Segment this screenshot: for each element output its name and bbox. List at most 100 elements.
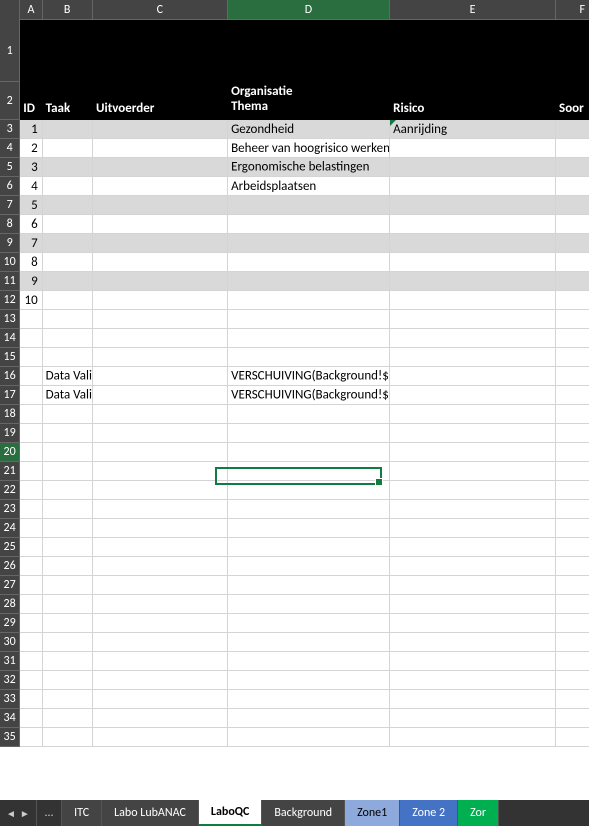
cell-F19[interactable] (556, 424, 589, 443)
cell-B17[interactable]: Data Validation column E (43, 386, 93, 405)
cell-B24[interactable] (43, 519, 93, 538)
cell-C1[interactable] (93, 20, 228, 82)
cell-A7[interactable]: 5 (20, 196, 42, 215)
cell-D7[interactable] (228, 196, 390, 215)
col-header-A[interactable]: A (20, 0, 42, 19)
cell-C20[interactable] (93, 443, 228, 462)
cell-A19[interactable] (20, 424, 42, 443)
cell-F30[interactable] (556, 633, 589, 652)
cell-E33[interactable] (390, 690, 556, 709)
col-header-E[interactable]: E (390, 0, 556, 19)
cell-B22[interactable] (43, 481, 93, 500)
cell-C12[interactable] (93, 291, 228, 310)
cell-D6[interactable]: Arbeidsplaatsen (228, 177, 390, 196)
cell-E2[interactable]: Risico (390, 82, 556, 120)
cell-E6[interactable] (390, 177, 556, 196)
row-header-21[interactable]: 21 (0, 462, 20, 481)
cell-A13[interactable] (20, 310, 42, 329)
cell-B33[interactable] (43, 690, 93, 709)
cell-D15[interactable] (228, 348, 390, 367)
cell-F13[interactable] (556, 310, 589, 329)
cell-E16[interactable] (390, 367, 556, 386)
cell-A30[interactable] (20, 633, 42, 652)
row-header-8[interactable]: 8 (0, 215, 20, 234)
cell-F4[interactable] (556, 139, 589, 158)
cell-F24[interactable] (556, 519, 589, 538)
cell-E5[interactable] (390, 158, 556, 177)
cell-E8[interactable] (390, 215, 556, 234)
cell-C14[interactable] (93, 329, 228, 348)
cell-D25[interactable] (228, 538, 390, 557)
cell-B10[interactable] (43, 253, 93, 272)
cell-F6[interactable] (556, 177, 589, 196)
cell-A6[interactable]: 4 (20, 177, 42, 196)
cell-F23[interactable] (556, 500, 589, 519)
cell-F21[interactable] (556, 462, 589, 481)
cell-F20[interactable] (556, 443, 589, 462)
sheet-tab-Labo-LubANAC[interactable]: Labo LubANAC (102, 800, 199, 826)
cell-E21[interactable] (390, 462, 556, 481)
row-header-16[interactable]: 16 (0, 367, 20, 386)
cell-C25[interactable] (93, 538, 228, 557)
cell-C33[interactable] (93, 690, 228, 709)
cell-D4[interactable]: Beheer van hoogrisico werken (228, 139, 390, 158)
cell-A32[interactable] (20, 671, 42, 690)
cell-A15[interactable] (20, 348, 42, 367)
cell-C10[interactable] (93, 253, 228, 272)
cell-D18[interactable] (228, 405, 390, 424)
cell-E29[interactable] (390, 614, 556, 633)
cell-A12[interactable]: 10 (20, 291, 42, 310)
cell-D1[interactable] (228, 20, 390, 82)
cell-D23[interactable] (228, 500, 390, 519)
cell-E24[interactable] (390, 519, 556, 538)
cell-F33[interactable] (556, 690, 589, 709)
cell-C2[interactable]: Uitvoerder (93, 82, 228, 120)
cell-C4[interactable] (93, 139, 228, 158)
cell-D35[interactable] (228, 728, 390, 747)
cell-B26[interactable] (43, 557, 93, 576)
row-header-17[interactable]: 17 (0, 386, 20, 405)
row-header-32[interactable]: 32 (0, 671, 20, 690)
row-header-6[interactable]: 6 (0, 177, 20, 196)
cell-D21[interactable] (228, 462, 390, 481)
cell-A20[interactable] (20, 443, 42, 462)
cell-B14[interactable] (43, 329, 93, 348)
cell-E12[interactable] (390, 291, 556, 310)
cell-A27[interactable] (20, 576, 42, 595)
cell-E34[interactable] (390, 709, 556, 728)
row-header-20[interactable]: 20 (0, 443, 20, 462)
cell-C21[interactable] (93, 462, 228, 481)
cell-F35[interactable] (556, 728, 589, 747)
cell-E13[interactable] (390, 310, 556, 329)
cell-F31[interactable] (556, 652, 589, 671)
cell-E15[interactable] (390, 348, 556, 367)
cell-E27[interactable] (390, 576, 556, 595)
cell-E7[interactable] (390, 196, 556, 215)
cell-C16[interactable] (93, 367, 228, 386)
cell-D22[interactable] (228, 481, 390, 500)
cell-D19[interactable] (228, 424, 390, 443)
cell-A28[interactable] (20, 595, 42, 614)
row-header-12[interactable]: 12 (0, 291, 20, 310)
cell-A35[interactable] (20, 728, 42, 747)
cell-C26[interactable] (93, 557, 228, 576)
cell-E31[interactable] (390, 652, 556, 671)
cell-E3[interactable]: Aanrijding (390, 120, 556, 139)
cell-C29[interactable] (93, 614, 228, 633)
col-header-C[interactable]: C (93, 0, 228, 19)
cell-C13[interactable] (93, 310, 228, 329)
cell-D11[interactable] (228, 272, 390, 291)
cell-D29[interactable] (228, 614, 390, 633)
cell-C17[interactable] (93, 386, 228, 405)
cell-F8[interactable] (556, 215, 589, 234)
cell-A23[interactable] (20, 500, 42, 519)
row-header-7[interactable]: 7 (0, 196, 20, 215)
sheet-tab-ITC[interactable]: ITC (62, 800, 102, 826)
cell-E20[interactable] (390, 443, 556, 462)
cell-E23[interactable] (390, 500, 556, 519)
cell-B6[interactable] (43, 177, 93, 196)
cell-A11[interactable]: 9 (20, 272, 42, 291)
cell-D28[interactable] (228, 595, 390, 614)
cell-F9[interactable] (556, 234, 589, 253)
tab-nav-next-icon[interactable]: ► (20, 807, 30, 820)
